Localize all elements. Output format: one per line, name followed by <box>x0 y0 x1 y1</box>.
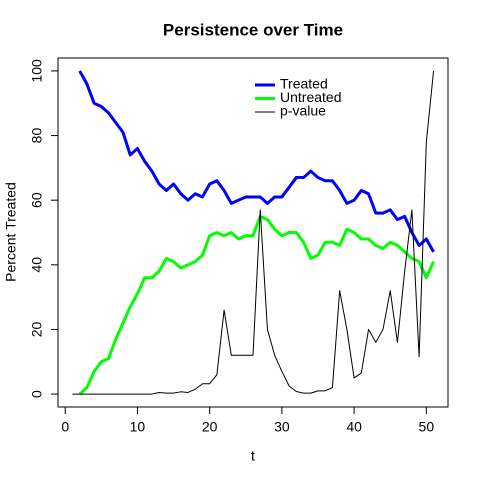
y-tick-label: 40 <box>29 257 45 273</box>
x-tick-label: 10 <box>130 419 146 435</box>
series-line <box>78 214 435 396</box>
series-line <box>72 70 435 395</box>
y-tick-label: 20 <box>29 321 45 337</box>
legend-label: Untreated <box>280 89 341 105</box>
chart-title: Persistence over Time <box>163 20 343 39</box>
legend-label: p-value <box>280 103 326 119</box>
y-tick-label: 100 <box>29 59 45 83</box>
legend-label: Treated <box>280 76 328 92</box>
x-tick-label: 20 <box>202 419 218 435</box>
x-tick-label: 50 <box>419 419 435 435</box>
y-tick-label: 60 <box>29 192 45 208</box>
x-tick-label: 30 <box>274 419 290 435</box>
x-tick-label: 0 <box>61 419 69 435</box>
y-tick-label: 0 <box>29 390 45 398</box>
y-tick-label: 80 <box>29 128 45 144</box>
y-axis-label: Percent Treated <box>3 182 19 282</box>
series-line <box>78 70 435 253</box>
x-tick-label: 40 <box>346 419 362 435</box>
x-axis-label: t <box>251 448 255 464</box>
